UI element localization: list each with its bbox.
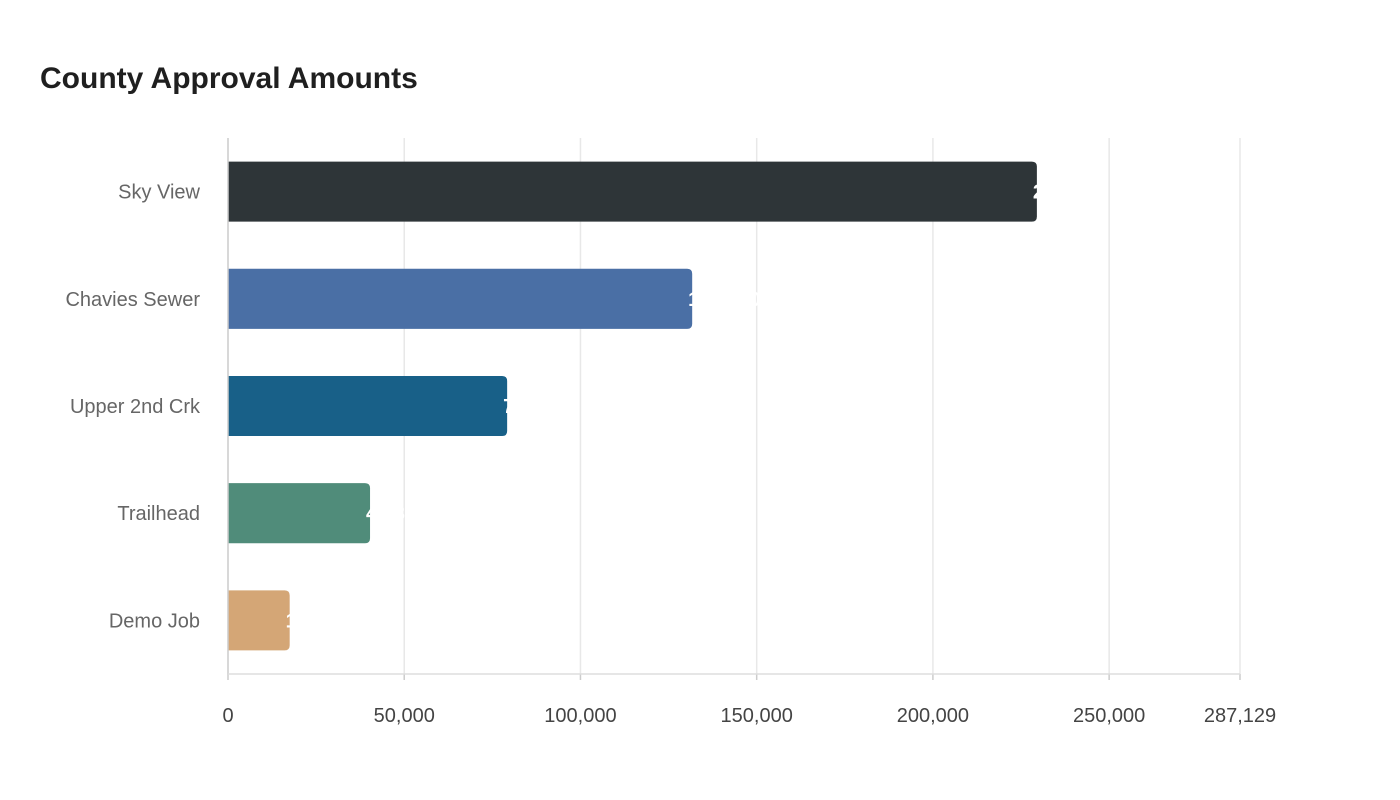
x-tick-label: 100,000 <box>544 705 616 727</box>
bar <box>228 483 371 544</box>
grid-lines <box>403 138 1241 674</box>
bar <box>228 268 693 329</box>
category-label: Sky View <box>118 182 200 204</box>
category-label: Chavies Sewer <box>65 289 200 311</box>
chart-title: County Approval Amounts <box>40 62 418 95</box>
x-tick-label: 287,129 <box>1204 705 1276 727</box>
x-tick-label: 200,000 <box>897 705 969 727</box>
x-tick-label: 150,000 <box>721 705 793 727</box>
value-label: 229,500 <box>1033 182 1105 204</box>
category-label: Demo Job <box>109 610 200 632</box>
category-label: Upper 2nd Crk <box>70 396 201 418</box>
bars <box>228 161 1037 651</box>
axes <box>227 138 1241 680</box>
labels: 0 50,000 100,000 150,000 200,000 250,000 287,1… <box>65 182 1276 727</box>
bar <box>228 375 508 437</box>
category-label: Trailhead <box>117 503 200 525</box>
bar <box>228 590 290 651</box>
x-tick-label: 50,000 <box>374 705 435 727</box>
x-tick-label: 250,000 <box>1073 705 1145 727</box>
bar <box>228 161 1037 222</box>
value-label: 40,300 <box>366 503 427 525</box>
value-label: 79,200 <box>503 396 564 418</box>
x-tick-label: 0 <box>222 705 233 727</box>
value-label: 17,500 <box>286 610 347 632</box>
value-label: 131,700 <box>688 289 760 311</box>
